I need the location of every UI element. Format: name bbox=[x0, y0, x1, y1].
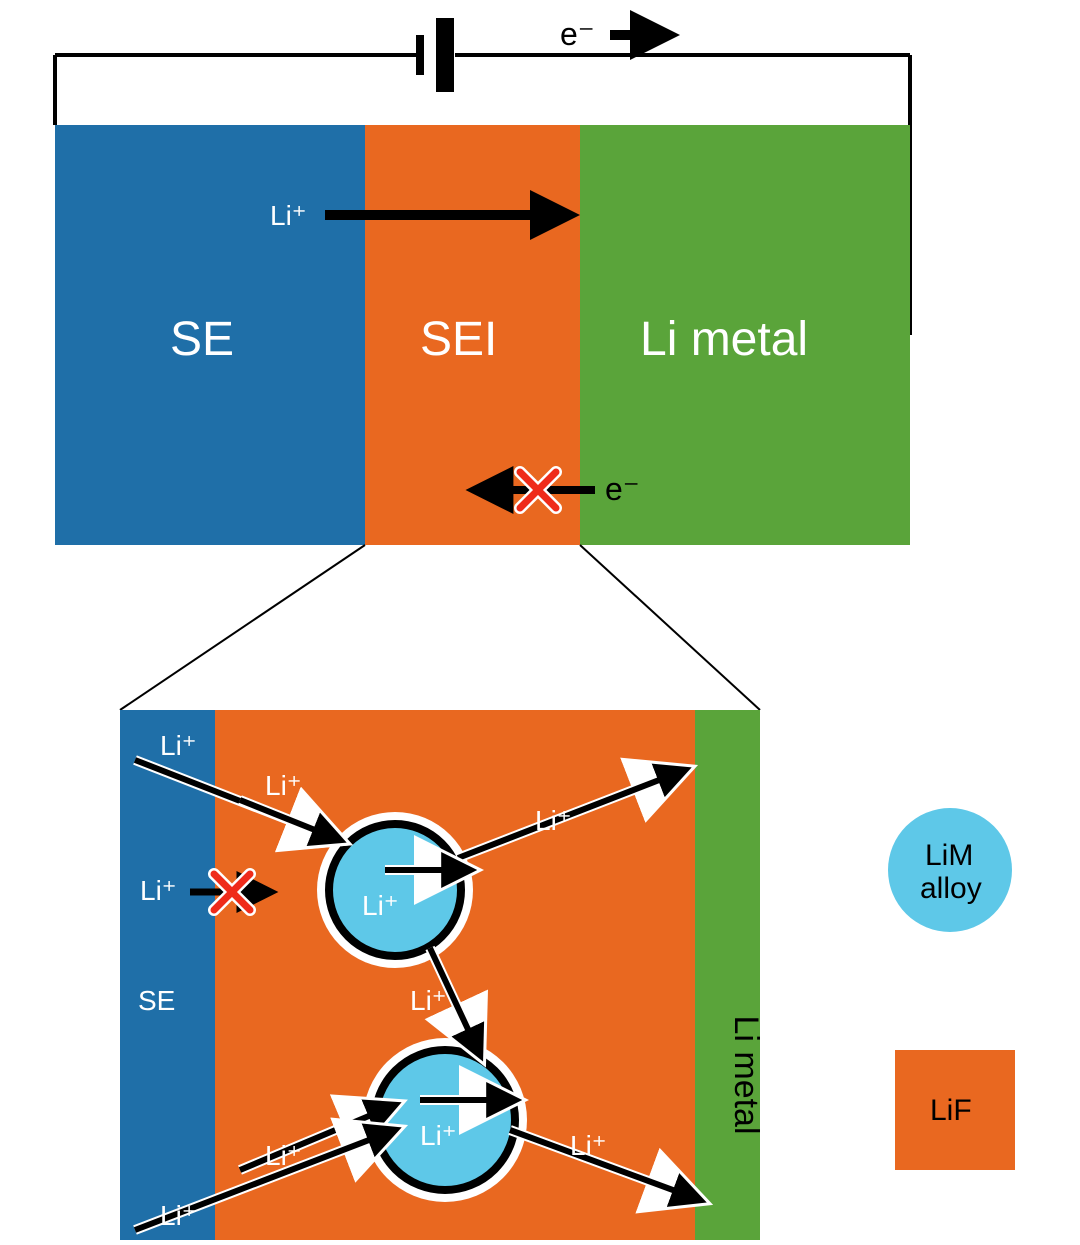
label: LiF bbox=[930, 1094, 972, 1127]
label: Li⁺ bbox=[160, 730, 197, 761]
label: Li metal bbox=[727, 1015, 765, 1134]
label: Li⁺ bbox=[362, 890, 399, 921]
label: e⁻ bbox=[605, 471, 640, 507]
label: SE bbox=[170, 313, 234, 366]
label: Li⁺ bbox=[570, 1130, 607, 1161]
label: e⁻ bbox=[560, 16, 595, 52]
label: alloy bbox=[920, 872, 982, 905]
label: Li⁺ bbox=[420, 1120, 457, 1151]
label: SEI bbox=[420, 313, 497, 366]
label: LiM bbox=[925, 839, 973, 872]
label: Li⁺ bbox=[270, 200, 307, 231]
label: Li metal bbox=[640, 313, 808, 366]
diagram-canvas: e⁻ SE SEI Li metal Li⁺ e⁻ SE Li metal Li⁺ Li⁺ Li⁺ L… bbox=[0, 0, 1080, 1245]
zoom-line-left bbox=[120, 545, 365, 710]
label: Li⁺ bbox=[535, 805, 572, 836]
label: SE bbox=[138, 985, 175, 1016]
label: Li⁺ bbox=[140, 875, 177, 906]
bottom-li-layer bbox=[695, 710, 760, 1240]
label: Li⁺ bbox=[410, 985, 447, 1016]
label: Li⁺ bbox=[160, 1200, 197, 1231]
zoom-line-right bbox=[580, 545, 760, 710]
label: Li⁺ bbox=[265, 770, 302, 801]
